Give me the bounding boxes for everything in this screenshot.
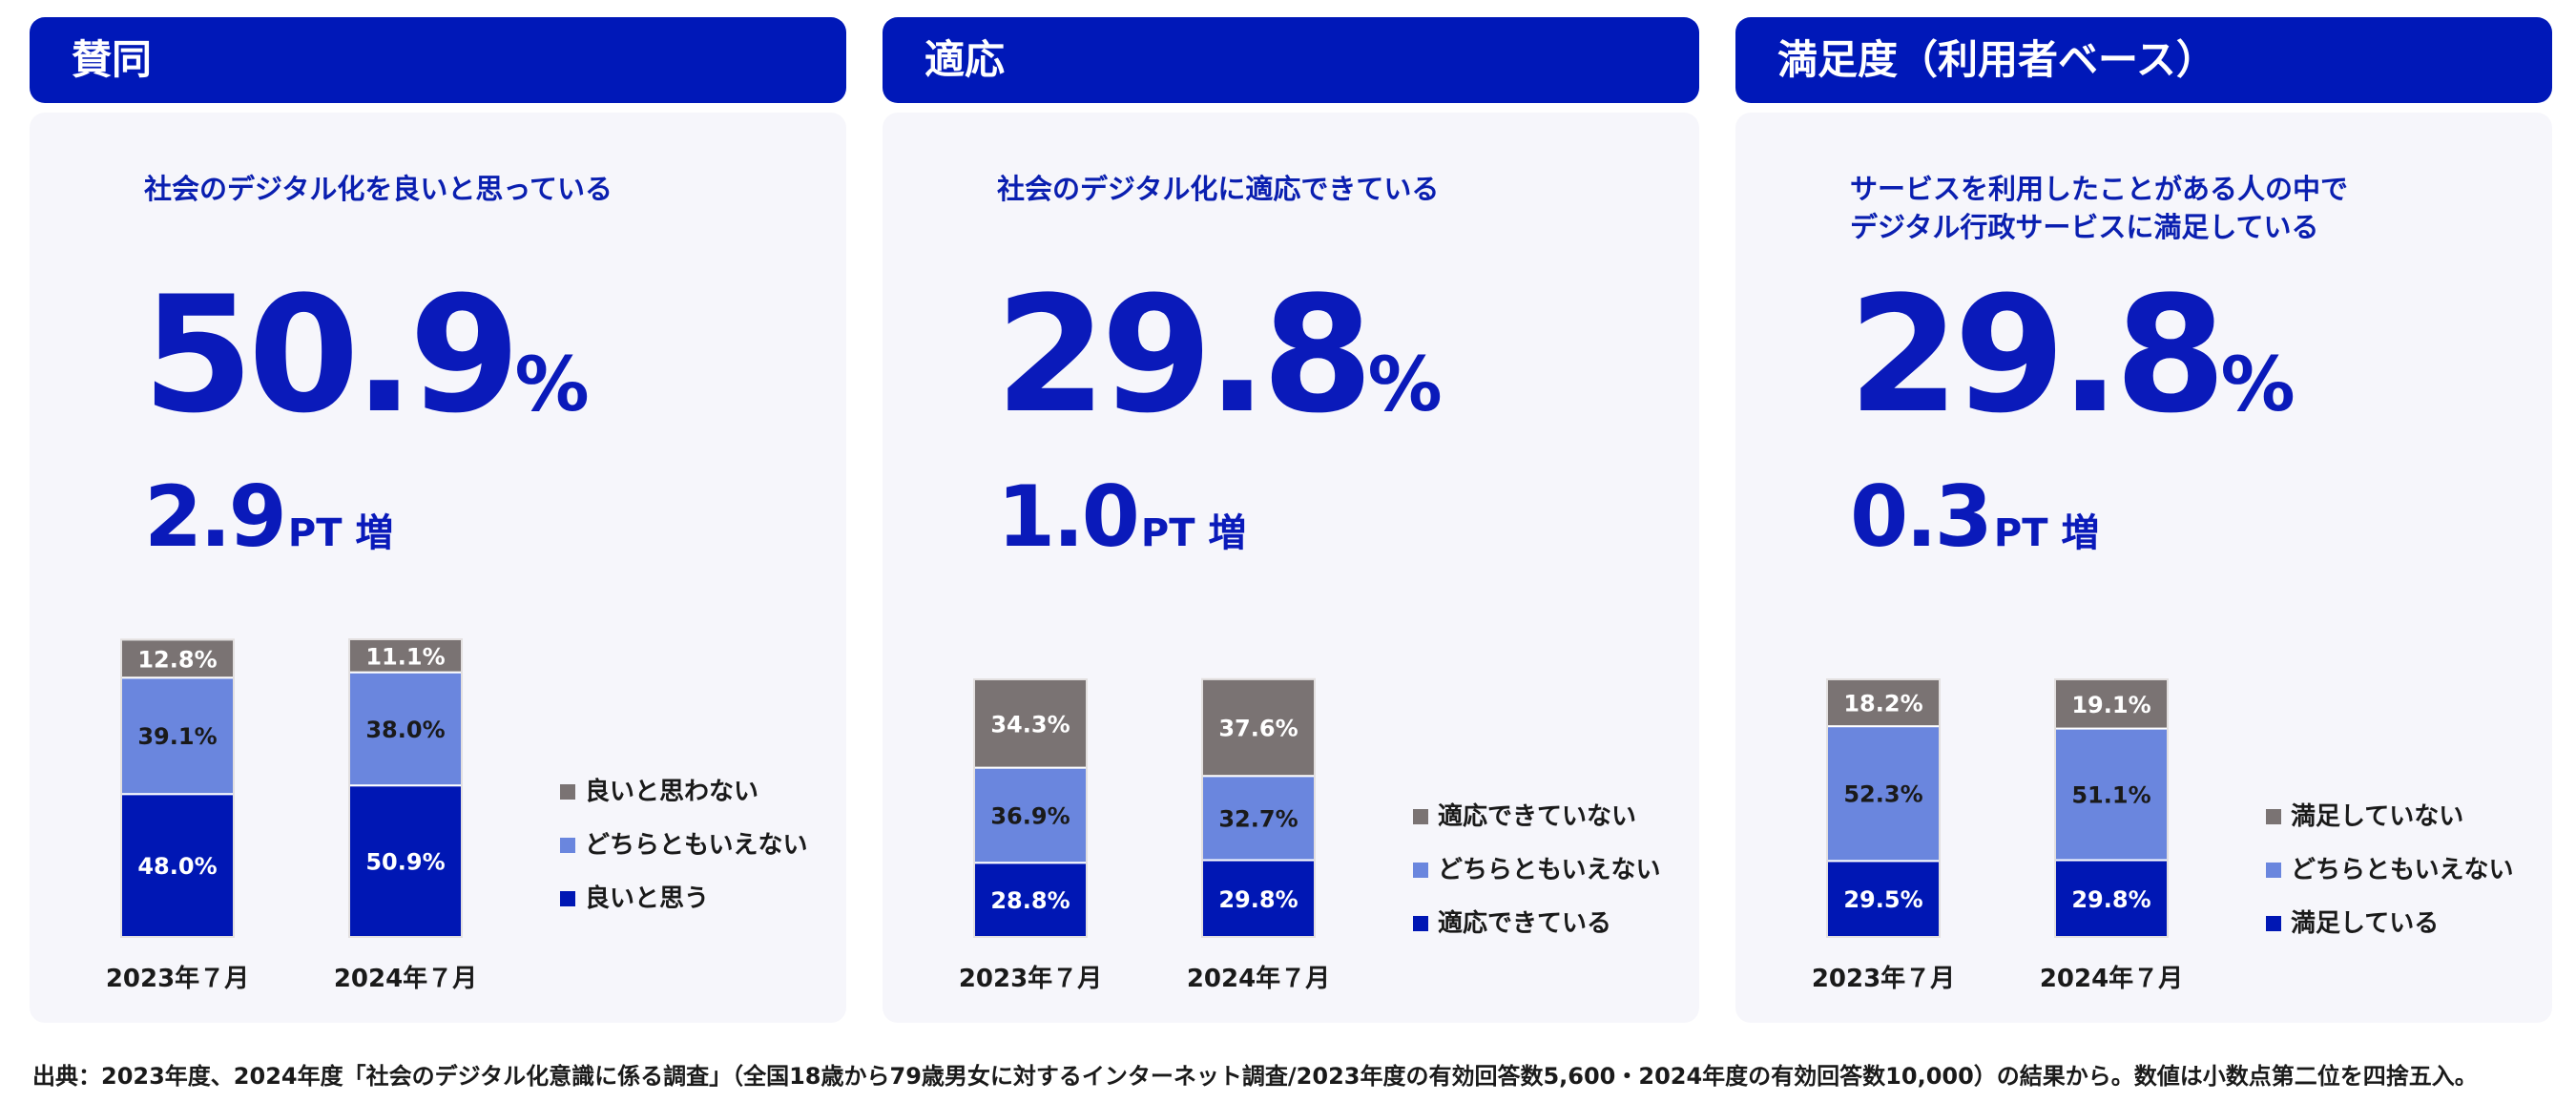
legend-label: 良いと思わない: [585, 777, 758, 806]
data-label: 28.8%: [990, 887, 1070, 914]
change-unit: PT 増: [287, 511, 394, 555]
change-indicator: 0.3 PT 増: [1850, 475, 2099, 559]
data-label: 29.8%: [2071, 886, 2150, 913]
headline-percentage: 50.9%: [142, 275, 590, 435]
headline-unit: %: [1367, 343, 1443, 428]
legend-swatch: [560, 891, 575, 906]
stacked-bar-chart-satisfaction: 29.5% 52.3% 18.2% 2023年７月 29.8% 51.1% 19.1% 202…: [1812, 678, 2513, 993]
bar-segment: [973, 766, 1088, 864]
legend-label: 適応できていない: [1438, 801, 1636, 831]
panel-subtitle-line-2: デジタル行政サービスに満足している: [1850, 211, 2319, 243]
category-label: 2024年７月: [2040, 964, 2183, 993]
data-label: 34.3%: [990, 711, 1070, 738]
source-footnote: 出典：2023年度、2024年度「社会のデジタル化意識に係る調査」（全国18歳か…: [32, 1063, 2478, 1090]
category-label: 2023年７月: [1812, 964, 1955, 993]
legend-swatch: [2266, 916, 2281, 931]
legend-swatch: [560, 784, 575, 800]
headline-percentage: 29.8%: [1848, 275, 2296, 435]
bar-outline: [120, 638, 235, 938]
legend-label: どちらともいえない: [2291, 856, 2513, 884]
data-label: 48.0%: [137, 853, 217, 880]
data-label: 11.1%: [365, 643, 445, 670]
legend-swatch: [2266, 863, 2281, 878]
change-indicator: 2.9 PT 増: [144, 475, 393, 559]
panel-header-adaptation: 適応: [883, 17, 1699, 103]
bar-outline: [348, 638, 463, 938]
panel-subtitle-line-1: サービスを利用したことがある人の中で: [1850, 173, 2349, 205]
data-label: 37.6%: [1218, 715, 1298, 741]
panel-subtitle: サービスを利用したことがある人の中で デジタル行政サービスに満足している: [1850, 170, 2518, 246]
panel-header-satisfaction: 満足度（利用者ベース）: [1735, 17, 2552, 103]
bar-outline: [973, 678, 1088, 938]
change-indicator: 1.0 PT 増: [997, 475, 1246, 559]
data-label: 32.7%: [1218, 805, 1298, 832]
bar-segment: [1201, 677, 1316, 778]
category-label: 2023年７月: [106, 964, 249, 993]
change-unit: PT 増: [1993, 511, 2100, 555]
legend-swatch: [2266, 809, 2281, 824]
headline-percentage: 29.8%: [995, 275, 1443, 435]
bar-outline: [1201, 677, 1316, 938]
bar-segment: [1826, 678, 1941, 728]
bar-segment: [2054, 727, 2169, 862]
legend-label: 良いと思う: [585, 884, 709, 913]
bar-segment: [1201, 775, 1316, 862]
bar-outline: [1826, 678, 1941, 938]
data-label: 36.9%: [990, 802, 1070, 829]
data-label: 29.5%: [1843, 886, 1922, 913]
data-label: 12.8%: [137, 646, 217, 673]
stacked-bar-chart-agreement: 48.0% 39.1% 12.8% 2023年７月 50.9% 38.0% 11.1% 202…: [106, 638, 807, 993]
legend-label: 満足している: [2291, 909, 2439, 938]
data-label: 52.3%: [1843, 781, 1922, 808]
change-value: 0.3: [1850, 468, 1993, 566]
panel-satisfaction: 満足度（利用者ベース） サービスを利用したことがある人の中で デジタル行政サービ…: [1735, 17, 2552, 1023]
panel-header-agreement: 賛同: [30, 17, 846, 103]
panel-body-adaptation: 社会のデジタル化に適応できている 29.8% 1.0 PT 増 28.8% 36.9…: [883, 113, 1699, 1023]
headline-unit: %: [2220, 343, 2296, 428]
data-label: 38.0%: [365, 717, 445, 743]
data-label: 50.9%: [365, 849, 445, 876]
bar-segment: [973, 862, 1088, 938]
legend-swatch: [560, 838, 575, 853]
legend-label: 満足していない: [2291, 802, 2463, 831]
category-label: 2024年７月: [1187, 964, 1330, 993]
data-label: 18.2%: [1843, 691, 1922, 717]
panel-subtitle: 社会のデジタル化を良いと思っている: [144, 173, 613, 205]
category-label: 2023年７月: [959, 964, 1102, 993]
panel-body-satisfaction: サービスを利用したことがある人の中で デジタル行政サービスに満足している 29.…: [1735, 113, 2552, 1023]
legend-swatch: [1413, 916, 1428, 931]
headline-value: 29.8: [995, 261, 1374, 448]
data-label: 51.1%: [2071, 782, 2150, 809]
category-label: 2024年７月: [334, 964, 477, 993]
legend-swatch: [1413, 863, 1428, 878]
stacked-bar-chart-adaptation: 28.8% 36.9% 34.3% 2023年７月 29.8% 32.7% 37.6% 202…: [959, 677, 1660, 993]
change-value: 1.0: [997, 468, 1140, 566]
panel-agreement: 賛同 社会のデジタル化を良いと思っている 50.9% 2.9 PT 増 48.0%…: [30, 17, 846, 1023]
data-label: 19.1%: [2071, 692, 2150, 718]
legend-label: 適応できている: [1438, 908, 1611, 938]
panel-body-agreement: 社会のデジタル化を良いと思っている 50.9% 2.9 PT 増 48.0% 39.…: [30, 113, 846, 1023]
data-label: 29.8%: [1218, 886, 1298, 913]
bar-segment: [348, 671, 463, 787]
headline-unit: %: [514, 343, 590, 428]
change-value: 2.9: [144, 468, 287, 566]
legend-swatch: [1413, 809, 1428, 824]
panel-subtitle: 社会のデジタル化に適応できている: [997, 173, 1440, 205]
headline-value: 29.8: [1848, 261, 2227, 448]
bar-segment: [120, 638, 235, 679]
headline-value: 50.9: [142, 261, 521, 448]
change-unit: PT 増: [1140, 511, 1247, 555]
legend-label: どちらともいえない: [1438, 856, 1660, 884]
legend-label: どちらともいえない: [585, 831, 807, 860]
data-label: 39.1%: [137, 723, 217, 750]
bar-outline: [2054, 678, 2169, 938]
panel-adaptation: 適応 社会のデジタル化に適応できている 29.8% 1.0 PT 増 28.8% 3…: [883, 17, 1699, 1023]
